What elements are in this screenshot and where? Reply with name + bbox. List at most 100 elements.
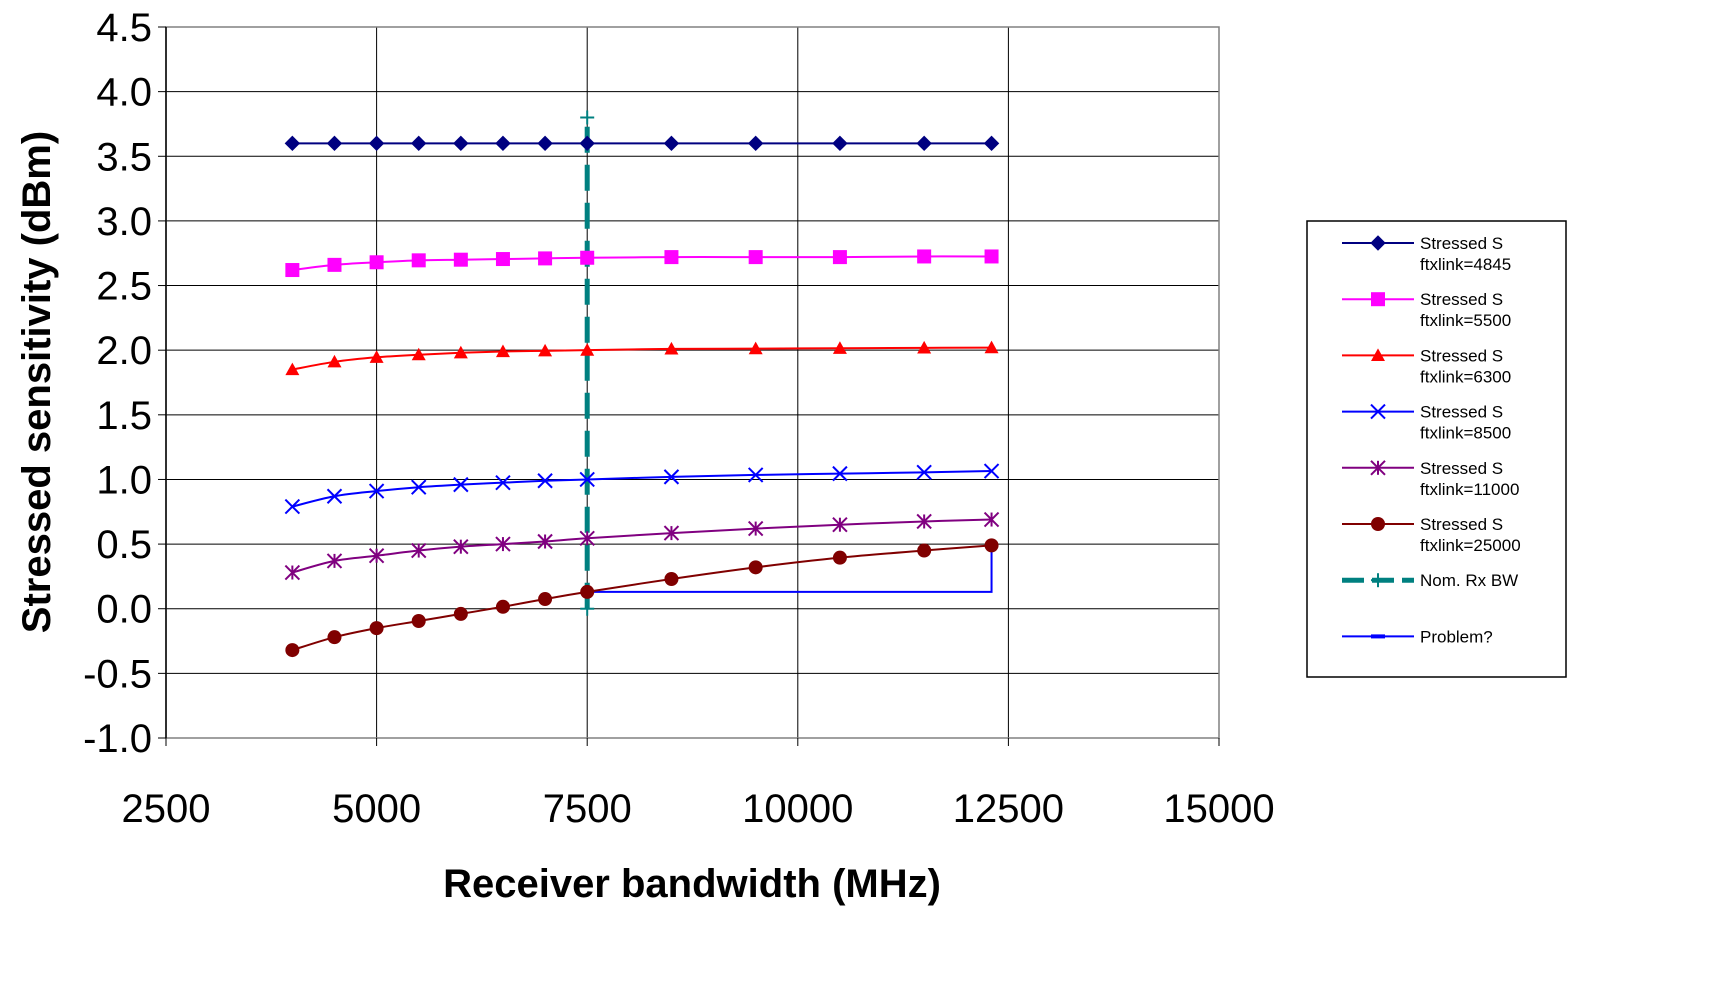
- data-point-marker: [453, 135, 469, 152]
- data-point-marker: [1371, 573, 1385, 588]
- data-point-marker: [453, 606, 468, 621]
- data-point-marker: [832, 341, 847, 354]
- series-1: [284, 135, 1000, 152]
- y-tick-label: 0.5: [96, 523, 152, 567]
- data-point-marker: [537, 533, 553, 550]
- data-point-marker: [663, 469, 680, 485]
- series-line: [292, 346, 992, 371]
- data-point-marker: [453, 538, 469, 555]
- data-point-marker: [453, 252, 468, 267]
- data-point-marker: [917, 249, 932, 264]
- series-line: [292, 470, 992, 508]
- data-point-marker: [579, 471, 595, 488]
- legend-label: ftxlink=8500: [1420, 424, 1511, 443]
- data-point-marker: [1370, 235, 1386, 251]
- legend-entry: Nom. Rx BW: [1342, 571, 1518, 590]
- data-point-marker: [832, 465, 848, 482]
- data-point-marker: [327, 630, 342, 645]
- data-point-marker: [663, 135, 680, 152]
- data-point-marker: [411, 253, 426, 268]
- legend-entry: Stressed S ftxlink=8500: [1342, 403, 1511, 443]
- data-point-marker: [664, 571, 679, 586]
- data-point-marker: [1370, 460, 1386, 476]
- y-tick-label: -1.0: [83, 717, 152, 761]
- data-point-marker: [747, 520, 764, 537]
- series-3: [285, 340, 999, 376]
- legend-label: Stressed S: [1420, 290, 1503, 309]
- data-point-marker: [368, 483, 385, 499]
- legend-label: Nom. Rx BW: [1420, 571, 1518, 590]
- series-line: [292, 518, 992, 574]
- y-tick-label: 1.5: [96, 394, 152, 438]
- data-point-marker: [664, 250, 679, 265]
- reference-line-path: [587, 545, 993, 593]
- data-point-marker: [411, 347, 426, 361]
- data-point-marker: [284, 564, 301, 581]
- y-tick-label: 2.5: [96, 265, 152, 309]
- data-point-marker: [538, 343, 553, 357]
- y-tick-label: 2.0: [96, 329, 152, 373]
- legend: Stressed S ftxlink=4845 Stressed S ftxlink=…: [1306, 220, 1567, 678]
- data-point-marker: [285, 263, 300, 278]
- data-point-marker: [748, 560, 763, 575]
- data-point-marker: [285, 362, 300, 376]
- data-point-marker: [832, 516, 848, 533]
- legend-box: [1306, 220, 1567, 678]
- data-point-marker: [1370, 403, 1386, 420]
- data-point-marker: [917, 340, 932, 354]
- data-point-marker: [580, 250, 595, 265]
- axis-ticks: -1.0 -0.5 0.0 0.5 1.0 1.5 2.0 2.5 3.0 3.5 4.0 4.5 25…: [83, 6, 1275, 831]
- y-tick-label: 3.5: [96, 135, 152, 179]
- legend-entry: Stressed S ftxlink=25000: [1342, 515, 1521, 555]
- data-point-marker: [285, 643, 300, 658]
- legend-label: Stressed S: [1420, 346, 1503, 365]
- data-point-marker: [369, 350, 384, 363]
- data-point-marker: [327, 257, 342, 272]
- data-point-marker: [984, 340, 999, 354]
- data-point-marker: [579, 530, 595, 546]
- data-point-marker: [1371, 348, 1385, 361]
- legend-label: ftxlink=4845: [1420, 255, 1511, 274]
- legend-label: ftxlink=25000: [1420, 536, 1521, 555]
- legend-entry: Stressed S ftxlink=11000: [1342, 459, 1519, 499]
- data-point-marker: [495, 252, 510, 267]
- data-point-marker: [984, 249, 999, 264]
- data-point-marker: [411, 614, 426, 629]
- data-point-marker: [495, 344, 510, 358]
- data-point-marker: [495, 474, 511, 491]
- data-point-marker: [411, 542, 427, 559]
- legend-label: Problem?: [1420, 627, 1493, 646]
- data-point-marker: [916, 464, 932, 481]
- x-tick-label: 5000: [332, 787, 421, 831]
- data-point-marker: [579, 135, 595, 152]
- x-tick-label: 7500: [543, 787, 632, 831]
- data-point-marker: [916, 135, 932, 152]
- x-tick-label: 10000: [742, 787, 853, 831]
- data-point-marker: [537, 135, 553, 152]
- data-point-marker: [747, 135, 764, 152]
- reference-line-nom-rx-bw: [580, 110, 595, 616]
- legend-entry: Problem?: [1342, 627, 1493, 646]
- data-point-marker: [495, 135, 511, 152]
- data-point-marker: [663, 525, 680, 541]
- data-point-marker: [664, 341, 679, 355]
- y-axis-title: Stressed sensitivity (dBm): [15, 131, 59, 633]
- x-tick-label: 15000: [1163, 787, 1274, 831]
- data-point-marker: [411, 135, 427, 152]
- x-axis-title: Receiver bandwidth (MHz): [443, 862, 941, 906]
- grid: [166, 26, 1219, 738]
- data-point-marker: [983, 511, 1000, 528]
- y-tick-label: 4.0: [96, 71, 152, 115]
- data-point-marker: [580, 601, 595, 616]
- data-point-marker: [326, 488, 343, 504]
- data-point-marker: [1371, 634, 1385, 639]
- legend-entry: Stressed S ftxlink=4845: [1342, 234, 1511, 274]
- x-tick-label: 12500: [953, 787, 1064, 831]
- data-point-marker: [748, 341, 763, 355]
- series-line: [292, 544, 992, 652]
- data-point-marker: [326, 553, 343, 569]
- data-point-marker: [538, 592, 553, 607]
- legend-label: Stressed S: [1420, 459, 1503, 478]
- data-point-marker: [369, 621, 384, 636]
